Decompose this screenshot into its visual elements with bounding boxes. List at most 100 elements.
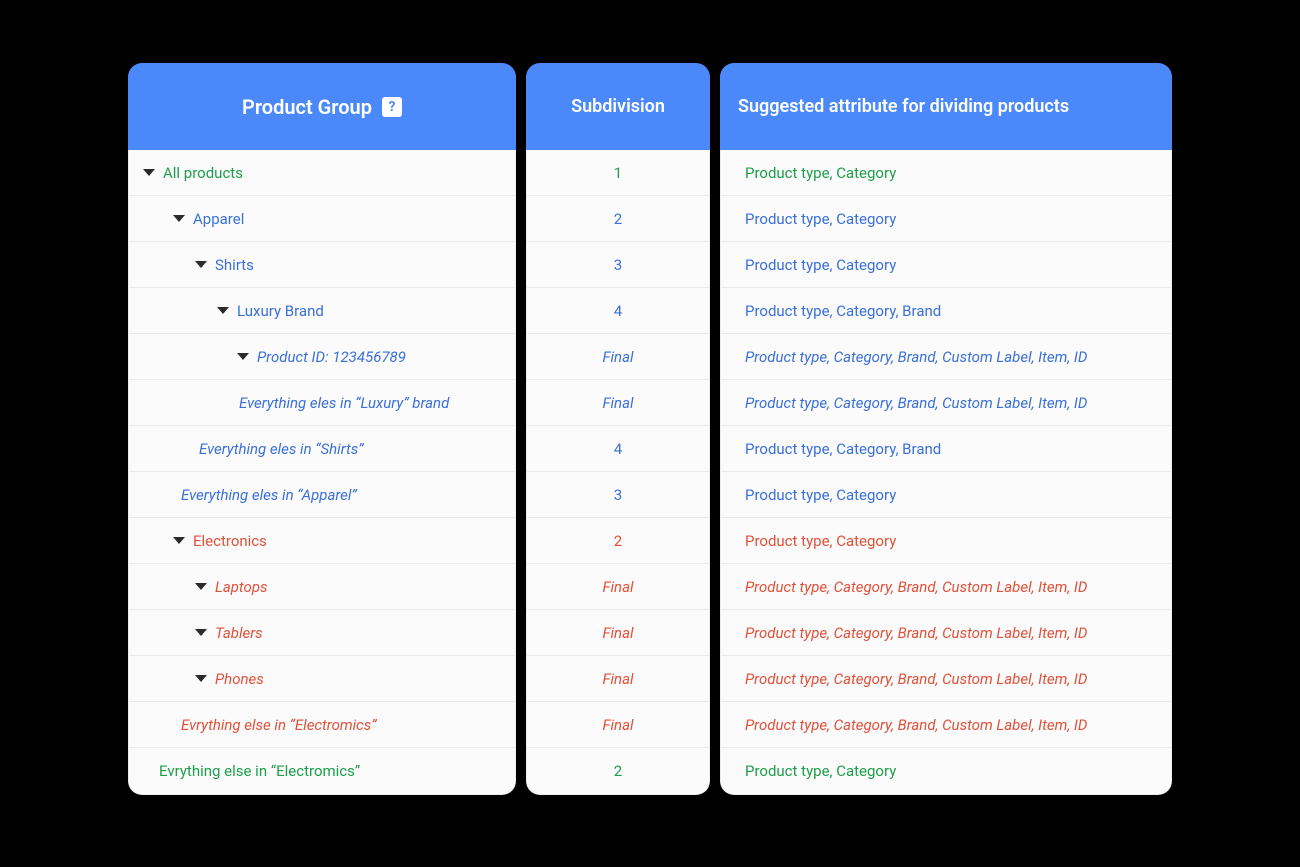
subdivision-cell: Final	[527, 564, 709, 610]
subdivision-value: Final	[602, 348, 633, 366]
subdivision-value: Final	[602, 578, 633, 596]
attribute-cell: Product type, Category, Brand, Custom La…	[721, 610, 1171, 656]
column-product-group: Product Group ? All products Apparel Shi…	[128, 63, 516, 795]
chevron-down-icon[interactable]	[237, 353, 249, 360]
attribute-value: Product type, Category, Brand	[745, 440, 941, 458]
attribute-cell: Product type, Category, Brand, Custom La…	[721, 656, 1171, 702]
subdivision-cell: 2	[527, 518, 709, 564]
attribute-cell: Product type, Category, Brand, Custom La…	[721, 564, 1171, 610]
header-attribute-label: Suggested attribute for dividing product…	[738, 95, 1069, 118]
subdivision-cell: 3	[527, 472, 709, 518]
subdivision-cell: Final	[527, 610, 709, 656]
attribute-cell: Product type, Category, Brand	[721, 288, 1171, 334]
chevron-down-icon[interactable]	[143, 169, 155, 176]
chevron-down-icon[interactable]	[195, 261, 207, 268]
chevron-down-icon[interactable]	[195, 583, 207, 590]
chevron-down-icon[interactable]	[173, 215, 185, 222]
attribute-value: Product type, Category, Brand	[745, 302, 941, 320]
attribute-value: Product type, Category	[745, 762, 896, 780]
tree-label: Shirts	[215, 256, 254, 274]
subdivision-cell: 1	[527, 150, 709, 196]
tree-label: Tablers	[215, 624, 263, 642]
tree-row[interactable]: Shirts	[129, 242, 515, 288]
tree-row[interactable]: Everything eles in “Apparel”	[129, 472, 515, 518]
column-subdivision-body: 1 2 3 4 Final Final 4 3 2 Final Final Fi…	[526, 150, 710, 795]
tree-label: Everything eles in “Luxury” brand	[239, 394, 449, 412]
subdivision-cell: 4	[527, 288, 709, 334]
attribute-value: Product type, Category	[745, 210, 896, 228]
attribute-value: Product type, Category	[745, 486, 896, 504]
subdivision-cell: 4	[527, 426, 709, 472]
attribute-value: Product type, Category, Brand, Custom La…	[745, 348, 1087, 366]
tree-row[interactable]: Everything eles in “Luxury” brand	[129, 380, 515, 426]
subdivision-value: 2	[614, 532, 622, 550]
chevron-down-icon[interactable]	[173, 537, 185, 544]
subdivision-value: 2	[614, 210, 622, 228]
attribute-value: Product type, Category	[745, 256, 896, 274]
tree-label: Electronics	[193, 532, 267, 550]
column-attribute-body: Product type, Category Product type, Cat…	[720, 150, 1172, 795]
header-product-group-label: Product Group	[242, 95, 372, 119]
subdivision-cell: 2	[527, 748, 709, 794]
attribute-cell: Product type, Category	[721, 472, 1171, 518]
column-subdivision: Subdivision 1 2 3 4 Final Final 4 3 2 Fi…	[526, 63, 710, 795]
header-subdivision: Subdivision	[526, 63, 710, 150]
product-group-table: Product Group ? All products Apparel Shi…	[128, 63, 1172, 795]
chevron-down-icon[interactable]	[195, 629, 207, 636]
tree-label: Evrything else in “Electromics”	[159, 762, 360, 780]
header-attribute: Suggested attribute for dividing product…	[720, 63, 1172, 150]
chevron-down-icon[interactable]	[217, 307, 229, 314]
subdivision-value: 2	[614, 762, 622, 780]
tree-label: Everything eles in “Shirts”	[199, 440, 364, 458]
tree-row[interactable]: Evrything else in “Electromics”	[129, 748, 515, 794]
header-product-group: Product Group ?	[128, 63, 516, 150]
attribute-cell: Product type, Category, Brand, Custom La…	[721, 380, 1171, 426]
tree-label: Everything eles in “Apparel”	[181, 486, 357, 504]
subdivision-value: Final	[602, 624, 633, 642]
tree-label: Product ID: 123456789	[257, 348, 406, 366]
attribute-value: Product type, Category	[745, 532, 896, 550]
subdivision-cell: Final	[527, 380, 709, 426]
tree-row[interactable]: Phones	[129, 656, 515, 702]
tree-row[interactable]: Evrything else in “Electromics”	[129, 702, 515, 748]
attribute-cell: Product type, Category	[721, 150, 1171, 196]
attribute-value: Product type, Category, Brand, Custom La…	[745, 670, 1087, 688]
subdivision-value: 1	[614, 164, 622, 182]
subdivision-cell: Final	[527, 702, 709, 748]
subdivision-value: Final	[602, 394, 633, 412]
subdivision-value: 3	[614, 256, 622, 274]
attribute-cell: Product type, Category, Brand	[721, 426, 1171, 472]
tree-row[interactable]: Everything eles in “Shirts”	[129, 426, 515, 472]
attribute-value: Product type, Category, Brand, Custom La…	[745, 578, 1087, 596]
tree-row[interactable]: Product ID: 123456789	[129, 334, 515, 380]
tree-label: Laptops	[215, 578, 268, 596]
tree-row[interactable]: All products	[129, 150, 515, 196]
tree-label: Apparel	[193, 210, 244, 228]
attribute-cell: Product type, Category, Brand, Custom La…	[721, 334, 1171, 380]
attribute-value: Product type, Category, Brand, Custom La…	[745, 716, 1087, 734]
tree-label: Phones	[215, 670, 264, 688]
attribute-cell: Product type, Category	[721, 242, 1171, 288]
attribute-value: Product type, Category, Brand, Custom La…	[745, 394, 1087, 412]
subdivision-value: 4	[614, 440, 622, 458]
attribute-value: Product type, Category, Brand, Custom La…	[745, 624, 1087, 642]
tree-label: Evrything else in “Electromics”	[181, 716, 377, 734]
tree-row[interactable]: Apparel	[129, 196, 515, 242]
chevron-down-icon[interactable]	[195, 675, 207, 682]
tree-row[interactable]: Tablers	[129, 610, 515, 656]
tree-label: All products	[163, 164, 243, 182]
subdivision-cell: Final	[527, 334, 709, 380]
subdivision-cell: 3	[527, 242, 709, 288]
help-icon[interactable]: ?	[382, 97, 402, 117]
attribute-cell: Product type, Category, Brand, Custom La…	[721, 702, 1171, 748]
tree-row[interactable]: Electronics	[129, 518, 515, 564]
subdivision-value: 3	[614, 486, 622, 504]
tree-row[interactable]: Luxury Brand	[129, 288, 515, 334]
column-attribute: Suggested attribute for dividing product…	[720, 63, 1172, 795]
tree-label: Luxury Brand	[237, 302, 324, 320]
subdivision-value: Final	[602, 670, 633, 688]
subdivision-cell: Final	[527, 656, 709, 702]
subdivision-value: 4	[614, 302, 622, 320]
column-product-group-body: All products Apparel Shirts Luxury Brand…	[128, 150, 516, 795]
tree-row[interactable]: Laptops	[129, 564, 515, 610]
